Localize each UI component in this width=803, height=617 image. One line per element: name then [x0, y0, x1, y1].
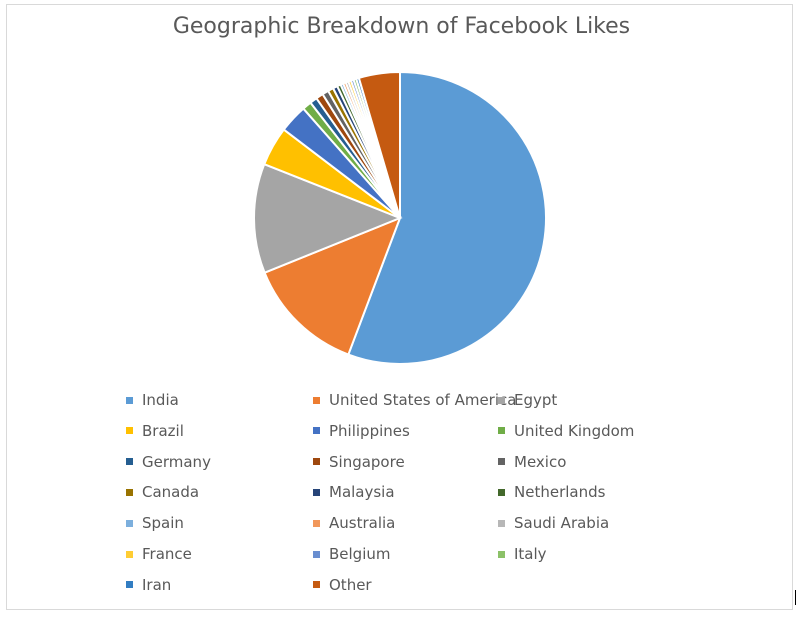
legend-item-iran: Iran [126, 574, 171, 596]
legend-item-united-states-of-america: United States of America [313, 389, 516, 411]
legend-label: Spain [142, 514, 184, 533]
legend-item-egypt: Egypt [498, 389, 557, 411]
legend-label: Philippines [329, 421, 410, 440]
legend-item-brazil: Brazil [126, 420, 184, 442]
legend-swatch [313, 581, 320, 589]
legend-swatch [498, 519, 505, 527]
legend-label: Canada [142, 483, 200, 502]
legend-label: Egypt [514, 391, 558, 409]
legend-item-canada: Canada [126, 481, 199, 503]
legend-label: India [142, 391, 179, 409]
legend-label: United States of America [329, 391, 517, 409]
pie-slice-india [347, 70, 547, 365]
legend-item-singapore: Singapore [313, 451, 405, 473]
legend-swatch [126, 550, 133, 558]
legend-swatch [313, 458, 320, 466]
legend-label: Netherlands [514, 483, 606, 502]
legend-swatch [498, 427, 505, 435]
legend-swatch [126, 396, 133, 404]
legend-label: Australia [329, 514, 396, 533]
pie-slice-united-states-of-america [263, 216, 402, 356]
legend-swatch [313, 519, 320, 527]
legend-swatch [126, 427, 133, 435]
legend-label: Italy [514, 545, 547, 563]
legend-swatch [313, 488, 320, 496]
legend-item-australia: Australia [313, 512, 395, 534]
legend-label: Brazil [142, 421, 184, 440]
legend-swatch [498, 488, 505, 496]
legend-label: Belgium [329, 545, 391, 563]
legend-label: Germany [142, 452, 211, 471]
pie-slice-other [357, 70, 401, 219]
legend-label: Iran [142, 575, 172, 594]
legend-swatch [498, 458, 505, 466]
legend-swatch [126, 581, 133, 589]
legend-swatch [313, 550, 320, 558]
legend-label: United Kingdom [514, 421, 635, 440]
legend-swatch [126, 488, 133, 496]
legend-swatch [498, 550, 505, 558]
legend-item-belgium: Belgium [313, 543, 391, 565]
legend-item-india: India [126, 389, 179, 411]
legend-item-other: Other [313, 574, 372, 596]
edge-mark [795, 590, 796, 605]
legend-label: France [142, 545, 192, 563]
chart-title: Geographic Breakdown of Facebook Likes [172, 14, 631, 39]
pie-chart [253, 70, 547, 365]
legend-item-france: France [126, 543, 192, 565]
legend-item-mexico: Mexico [498, 451, 566, 473]
legend-item-philippines: Philippines [313, 420, 410, 442]
legend-item-united-kingdom: United Kingdom [498, 420, 634, 442]
legend-swatch [313, 427, 320, 435]
legend-swatch [313, 396, 320, 404]
legend-item-italy: Italy [498, 543, 547, 565]
legend-item-malaysia: Malaysia [313, 481, 395, 503]
legend-label: Other [329, 575, 372, 594]
legend-label: Mexico [514, 452, 567, 471]
legend-swatch [498, 396, 505, 404]
legend-item-saudi-arabia: Saudi Arabia [498, 512, 609, 534]
legend-label: Singapore [329, 452, 405, 471]
legend-swatch [126, 519, 133, 527]
legend-swatch [126, 458, 133, 466]
legend-item-spain: Spain [126, 512, 184, 534]
legend-label: Malaysia [329, 483, 395, 502]
pie-slice-egypt [253, 162, 403, 274]
legend-item-netherlands: Netherlands [498, 481, 605, 503]
legend-label: Saudi Arabia [514, 514, 610, 533]
legend-item-germany: Germany [126, 451, 211, 473]
